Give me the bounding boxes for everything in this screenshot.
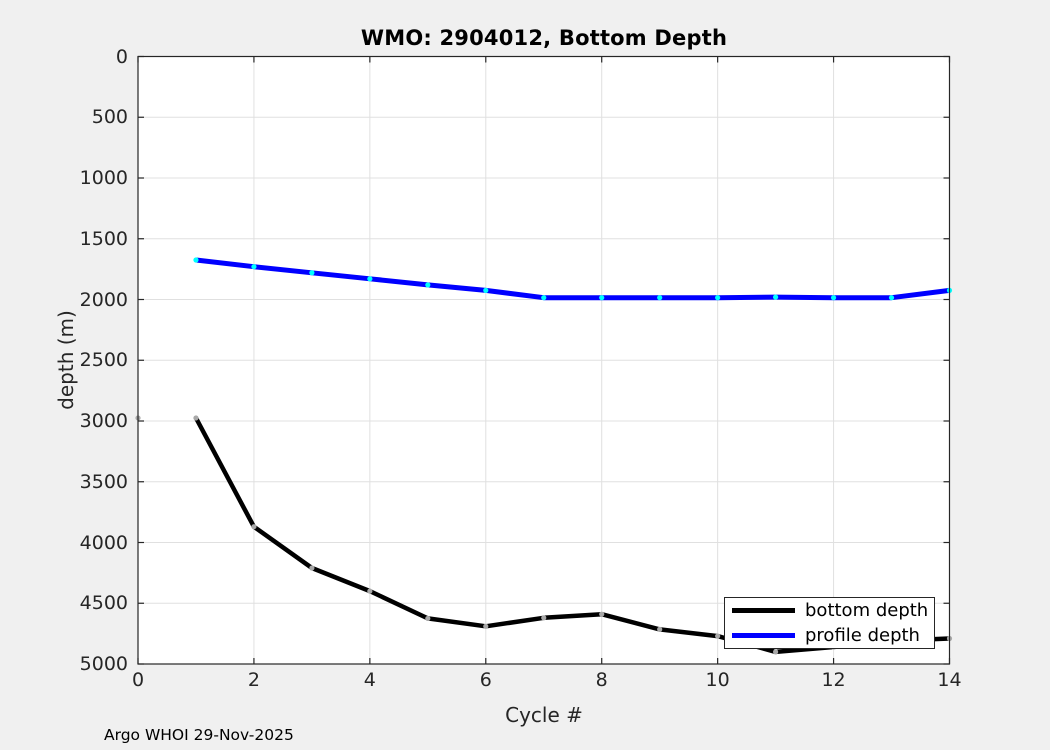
marker-bottom-depth — [309, 565, 315, 571]
x-tick-label: 12 — [821, 669, 846, 691]
x-tick-label: 6 — [479, 669, 492, 691]
legend-line-sample-blue — [732, 632, 795, 638]
marker-profile-depth — [830, 295, 837, 301]
marker-profile-depth — [193, 257, 199, 263]
marker-bottom-depth — [599, 611, 605, 617]
legend-row-bottom-depth: bottom depth — [725, 599, 934, 622]
x-tick-label: 4 — [363, 669, 376, 691]
marker-profile-depth — [309, 270, 315, 276]
marker-bottom-depth — [657, 626, 663, 632]
legend-row-profile-depth: profile depth — [725, 624, 934, 647]
legend-label: bottom depth — [805, 600, 929, 622]
marker-profile-depth — [367, 276, 373, 282]
watermark-text: Argo WHOI 29-Nov-2025 — [104, 726, 294, 744]
legend-line-sample-black — [732, 608, 795, 614]
marker-profile-depth — [251, 264, 257, 270]
legend-label: profile depth — [805, 624, 920, 646]
y-tick-label: 3500 — [79, 470, 128, 493]
marker-bottom-depth — [715, 633, 721, 639]
chart-title: WMO: 2904012, Bottom Depth — [360, 26, 728, 50]
y-tick-label: 4500 — [79, 592, 128, 615]
y-tick-label: 500 — [91, 106, 128, 129]
marker-profile-depth — [773, 294, 779, 300]
legend: bottom depth profile depth — [724, 597, 935, 649]
x-tick-label: 8 — [595, 669, 608, 691]
marker-profile-depth — [483, 287, 489, 293]
y-tick-label: 4000 — [79, 531, 128, 554]
marker-bottom-depth — [773, 649, 779, 655]
x-tick-label: 0 — [131, 669, 145, 691]
y-tick-label: 3000 — [79, 410, 128, 432]
y-tick-label: 2000 — [79, 288, 128, 311]
series-line-profile-depth — [195, 257, 950, 301]
marker-profile-depth — [541, 295, 547, 301]
marker-bottom-depth — [193, 415, 199, 421]
marker-bottom-depth — [251, 524, 257, 530]
y-tick-label: 5000 — [79, 653, 128, 675]
marker-bottom-depth — [367, 588, 373, 594]
y-tick-label: 1500 — [79, 227, 128, 250]
marker-profile-depth — [715, 295, 721, 301]
x-tick-label: 10 — [705, 669, 730, 691]
marker-profile-depth — [888, 295, 895, 301]
x-tick-label: 2 — [247, 669, 260, 691]
x-tick-label: 14 — [937, 669, 962, 691]
marker-profile-depth — [425, 282, 431, 288]
marker-profile-depth — [599, 295, 605, 301]
marker-profile-depth — [657, 295, 663, 301]
marker-bottom-depth — [483, 623, 489, 629]
y-tick-label: 2500 — [79, 349, 128, 372]
x-axis-label: Cycle # — [505, 703, 583, 727]
marker-bottom-depth — [425, 615, 431, 622]
y-tick-label: 1000 — [79, 167, 128, 189]
y-tick-label: 0 — [115, 45, 128, 68]
marker-bottom-depth — [541, 615, 547, 621]
